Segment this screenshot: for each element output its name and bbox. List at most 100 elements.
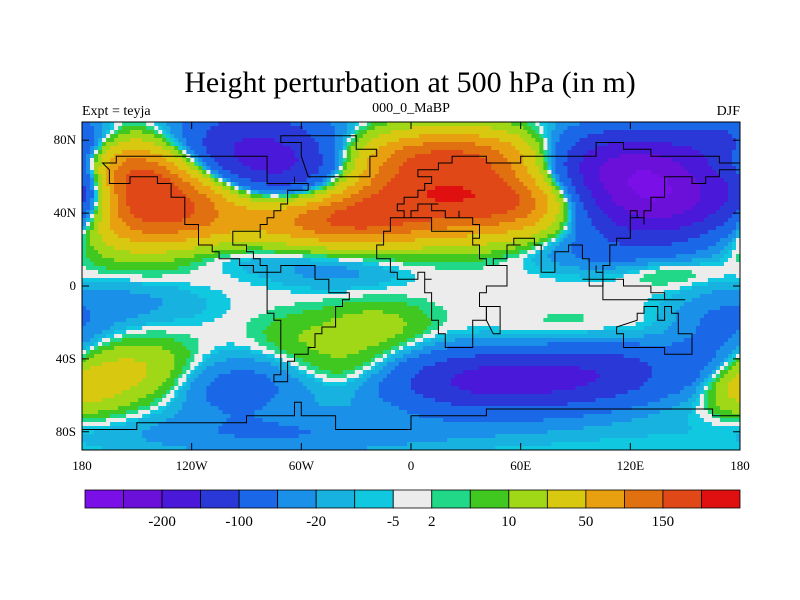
field-cell xyxy=(727,242,733,247)
field-cell xyxy=(603,162,681,167)
field-cell xyxy=(723,202,740,207)
field-cell xyxy=(214,318,252,323)
field-cell xyxy=(266,374,292,379)
field-cell xyxy=(551,170,557,175)
field-cell xyxy=(398,350,412,355)
field-cell xyxy=(174,358,187,363)
field-cell xyxy=(346,374,360,379)
field-cell xyxy=(94,430,143,435)
field-cell xyxy=(346,378,356,383)
field-cell xyxy=(214,178,220,183)
field-cell xyxy=(234,342,260,347)
field-cell xyxy=(687,430,740,435)
field-cell xyxy=(707,162,733,167)
field-cell xyxy=(218,210,308,215)
field-cell xyxy=(555,270,629,275)
field-cell xyxy=(719,378,733,383)
field-cell xyxy=(370,366,376,371)
field-cell xyxy=(218,406,264,411)
field-cell xyxy=(563,222,569,227)
field-cell xyxy=(435,186,464,191)
field-cell xyxy=(230,370,256,375)
field-cell xyxy=(603,186,633,191)
field-cell xyxy=(114,230,143,235)
field-cell xyxy=(314,378,324,383)
field-cell xyxy=(82,350,87,355)
field-cell xyxy=(567,214,573,219)
field-cell xyxy=(330,170,336,175)
field-cell xyxy=(158,386,171,391)
field-cell xyxy=(94,126,103,131)
field-cell xyxy=(266,310,304,315)
field-cell xyxy=(102,174,107,179)
field-cell xyxy=(254,414,420,419)
field-cell xyxy=(310,430,549,435)
field-cell xyxy=(322,154,336,159)
field-cell xyxy=(294,270,360,275)
field-cell xyxy=(362,370,368,375)
field-cell xyxy=(82,222,87,227)
field-cell xyxy=(142,282,191,287)
field-cell xyxy=(370,194,428,199)
field-cell xyxy=(226,182,232,187)
field-cell xyxy=(354,378,368,383)
field-cell xyxy=(583,178,601,183)
field-cell xyxy=(142,434,236,439)
field-cell xyxy=(214,202,236,207)
field-cell xyxy=(270,378,300,383)
field-cell xyxy=(691,394,701,399)
field-cell xyxy=(94,354,175,359)
field-cell xyxy=(114,126,119,131)
field-cell xyxy=(543,134,549,139)
field-cell xyxy=(218,426,300,431)
field-cell xyxy=(358,190,380,195)
field-cell xyxy=(86,162,91,167)
field-cell xyxy=(82,426,111,431)
field-cell xyxy=(302,358,372,363)
field-cell xyxy=(170,374,179,379)
field-cell xyxy=(94,150,99,155)
field-cell xyxy=(126,178,171,183)
field-cell xyxy=(394,274,416,279)
field-cell xyxy=(567,174,585,179)
field-cell xyxy=(711,386,717,391)
field-cell xyxy=(386,362,400,367)
field-cell xyxy=(206,358,228,363)
field-cell xyxy=(711,422,740,427)
field-cell xyxy=(394,258,484,263)
field-cell xyxy=(583,414,649,419)
field-cell xyxy=(627,178,669,183)
field-cell xyxy=(671,242,717,247)
field-cell xyxy=(110,158,127,163)
field-cell xyxy=(210,186,224,191)
field-cell xyxy=(543,246,549,251)
field-cell xyxy=(406,302,436,307)
field-cell xyxy=(342,170,352,175)
field-cell xyxy=(270,278,392,283)
field-cell xyxy=(735,258,740,263)
field-cell xyxy=(370,362,376,367)
field-cell xyxy=(114,130,119,135)
field-cell xyxy=(346,266,384,271)
field-cell xyxy=(571,250,697,255)
field-cell xyxy=(543,126,549,131)
field-cell xyxy=(330,122,348,127)
field-cell xyxy=(82,406,119,411)
field-cell xyxy=(270,322,324,327)
field-cell xyxy=(158,162,175,167)
field-cell xyxy=(214,174,220,179)
field-cell xyxy=(555,150,569,155)
field-cell xyxy=(182,342,199,347)
field-cell xyxy=(374,174,396,179)
field-cell xyxy=(527,130,536,135)
field-cell xyxy=(631,418,689,423)
field-cell xyxy=(106,142,119,147)
field-cell xyxy=(86,346,91,351)
field-cell xyxy=(82,290,131,295)
x-tick-label: 0 xyxy=(408,458,415,473)
field-cell xyxy=(210,126,304,131)
field-cell xyxy=(174,382,179,387)
field-cell xyxy=(731,246,737,251)
field-cell xyxy=(547,314,585,319)
field-cell xyxy=(198,366,207,371)
